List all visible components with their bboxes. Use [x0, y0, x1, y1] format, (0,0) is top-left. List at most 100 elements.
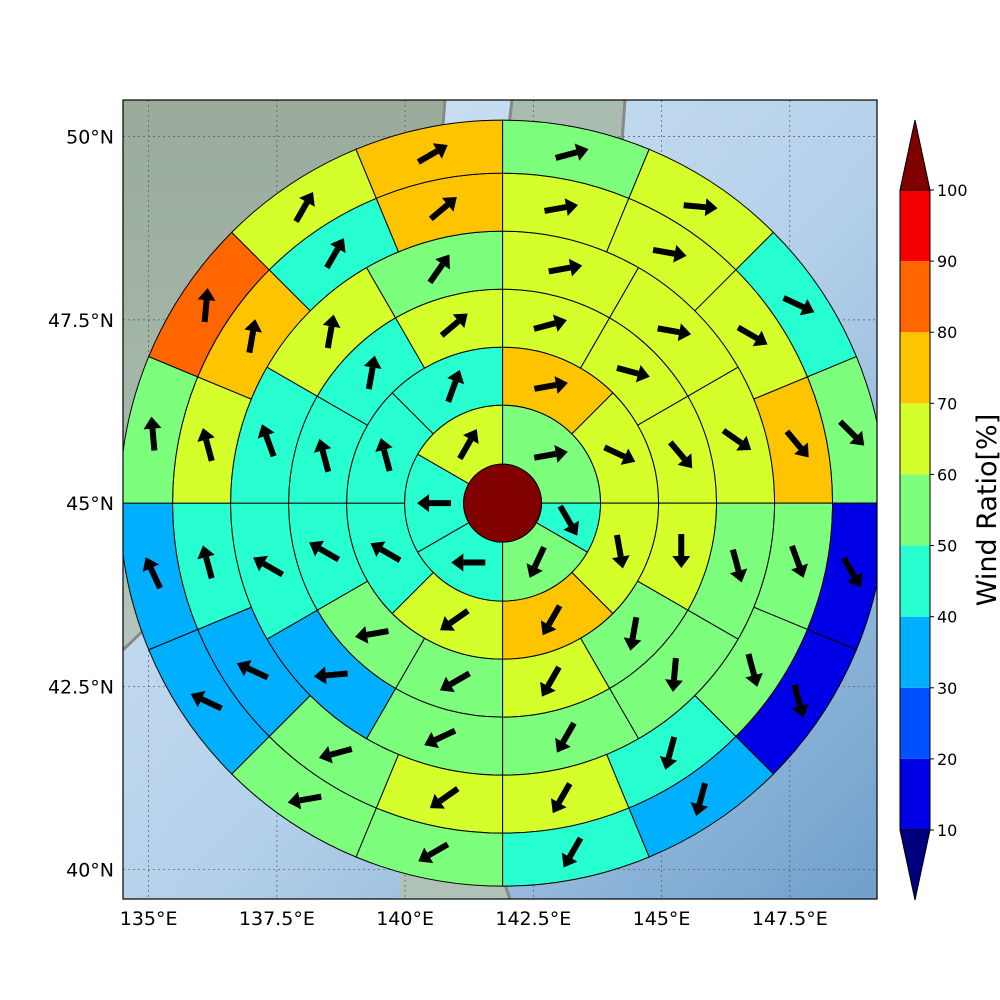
map-area [123, 100, 877, 899]
lon-tick-label: 147.5°E [752, 908, 828, 930]
wind-direction-arrow [440, 608, 470, 631]
wind-direction-arrow [557, 504, 580, 536]
lon-tick-label: 142.5°E [495, 908, 571, 930]
wind-direction-arrow [533, 444, 568, 463]
lat-tick-label: 40°N [66, 860, 114, 882]
wind-direction-arrow [439, 313, 468, 338]
wind-direction-arrow [683, 198, 718, 217]
wind-direction-arrow [445, 369, 465, 403]
wind-direction-arrow [355, 625, 390, 644]
wind-direction-arrow [287, 791, 322, 810]
map-frame [122, 99, 878, 900]
wind-direction-arrow [429, 786, 460, 809]
wind-direction-arrow [322, 314, 341, 349]
wind-direction-arrow [313, 666, 348, 685]
wind-direction-arrow [313, 438, 332, 473]
wind-direction-arrow [544, 198, 579, 216]
wind-direction-arrow [363, 355, 382, 390]
wind-direction-arrow [745, 653, 763, 687]
colorbar-segment [900, 758, 930, 830]
colorbar-tick-label: 60 [937, 465, 957, 484]
wind-direction-arrow [550, 782, 573, 814]
wind-direction-arrow [664, 657, 683, 692]
wind-ratio-sectors [123, 119, 877, 887]
lon-tick-label: 135°E [120, 908, 178, 930]
wind-direction-arrow [533, 314, 567, 332]
wind-direction-arrow [424, 727, 457, 749]
colorbar-segment [900, 190, 930, 262]
wind-direction-arrow [244, 319, 263, 354]
wind-direction-arrow [457, 429, 479, 461]
wind-direction-arrow [838, 419, 865, 446]
wind-direction-arrow [561, 836, 584, 868]
colorbar-tick-label: 40 [937, 608, 957, 627]
wind-direction-arrow [370, 541, 402, 563]
wind-direction-arrow [375, 438, 393, 472]
lat-tick-label: 47.5°N [48, 310, 114, 332]
wind-direction-arrow [548, 258, 583, 277]
wind-direction-arrow [417, 494, 452, 513]
wind-direction-arrow [611, 534, 630, 569]
colorbar-segment [900, 474, 930, 546]
colorbar-extend-low [899, 829, 931, 901]
wind-direction-arrow [603, 444, 636, 465]
colorbar-tick-label: 70 [937, 394, 957, 413]
colorbar-frame [899, 189, 931, 831]
ring-sector [355, 119, 504, 199]
wind-direction-arrow [533, 376, 568, 394]
lat-tick-label: 42.5°N [48, 676, 114, 698]
wind-direction-arrow [197, 545, 215, 580]
wind-direction-arrow [668, 440, 693, 469]
colorbar-segment [900, 616, 930, 688]
wind-direction-arrow [554, 143, 589, 161]
wind-direction-arrow [789, 544, 808, 578]
wind-direction-arrow [293, 192, 315, 223]
colorbar-tick-label: 30 [937, 679, 957, 698]
colorbar-tick-label: 20 [937, 750, 957, 769]
wind-direction-arrow [257, 424, 277, 458]
wind-direction-arrow [729, 548, 748, 583]
longitude-ticks: 135°E 137.5°E 140°E 142.5°E 145°E 147.5°E [120, 908, 828, 930]
wind-direction-arrow [540, 604, 563, 636]
center-marker [463, 463, 543, 543]
colorbar-tick-label: 80 [937, 323, 957, 342]
wind-direction-arrow [652, 244, 687, 263]
wind-direction-arrow [143, 416, 162, 451]
lon-tick-label: 145°E [633, 908, 691, 930]
wind-direction-arrow [784, 429, 809, 458]
wind-direction-arrow [428, 197, 457, 222]
colorbar: 10 20 30 40 50 60 70 80 90 100 [899, 119, 968, 901]
wind-direction-arrow [439, 670, 471, 693]
wind-direction-arrow [782, 295, 815, 316]
colorbar-segment [900, 545, 930, 617]
wind-direction-arrow [253, 555, 285, 578]
colorbar-tick-label: 50 [937, 537, 957, 556]
wind-direction-arrow [623, 616, 642, 651]
wind-direction-arrow [324, 238, 346, 270]
wind-direction-arrow [672, 534, 691, 569]
wind-direction-arrow [416, 143, 448, 165]
wind-direction-arrow [540, 665, 562, 697]
wind-direction-arrow [418, 841, 450, 864]
wind-direction-arrow [451, 553, 486, 572]
wind-direction-arrow [427, 254, 450, 285]
wind-direction-arrow [791, 684, 809, 718]
latitude-ticks: 40°N 42.5°N 45°N 47.5°N 50°N [48, 127, 114, 882]
lat-tick-label: 45°N [66, 493, 114, 515]
lon-tick-label: 140°E [376, 908, 434, 930]
wind-direction-arrow [236, 660, 269, 681]
wind-direction-arrow [309, 540, 341, 563]
wind-direction-arrow [190, 690, 223, 712]
wind-direction-arrow [736, 324, 768, 347]
wind-direction-arrow [657, 323, 692, 342]
wind-direction-arrow [526, 545, 547, 578]
colorbar-title: Wind Ratio[%] [972, 414, 1000, 606]
wind-direction-arrow [841, 556, 863, 588]
colorbar-segment [900, 687, 930, 759]
wind-direction-arrow [197, 428, 215, 462]
wind-direction-arrow [555, 721, 577, 753]
colorbar-tick-label: 100 [937, 181, 968, 200]
colorbar-segment [900, 261, 930, 333]
colorbar-extend-high [899, 119, 931, 191]
